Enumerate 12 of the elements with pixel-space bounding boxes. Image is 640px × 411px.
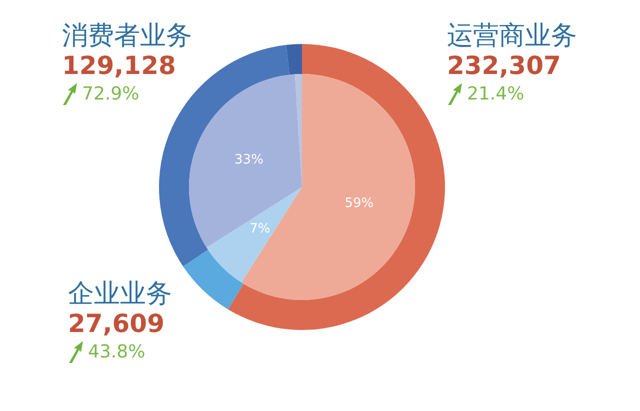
data-label: 33%	[234, 152, 264, 168]
text: 21.4%	[466, 82, 526, 105]
slice-label: 消费者业务	[62, 21, 192, 52]
data-label: 7%	[250, 222, 270, 237]
text: 72.9%	[81, 82, 140, 105]
slice-label: 运营商业务	[447, 21, 577, 52]
data-label: 59%	[344, 196, 374, 212]
slice-label: 企业业务	[68, 279, 172, 310]
data-label: 232,307	[447, 50, 562, 81]
data-label: 27,609	[68, 308, 166, 339]
data-label: 129,128	[62, 50, 177, 81]
text: 43.8%	[87, 340, 146, 363]
